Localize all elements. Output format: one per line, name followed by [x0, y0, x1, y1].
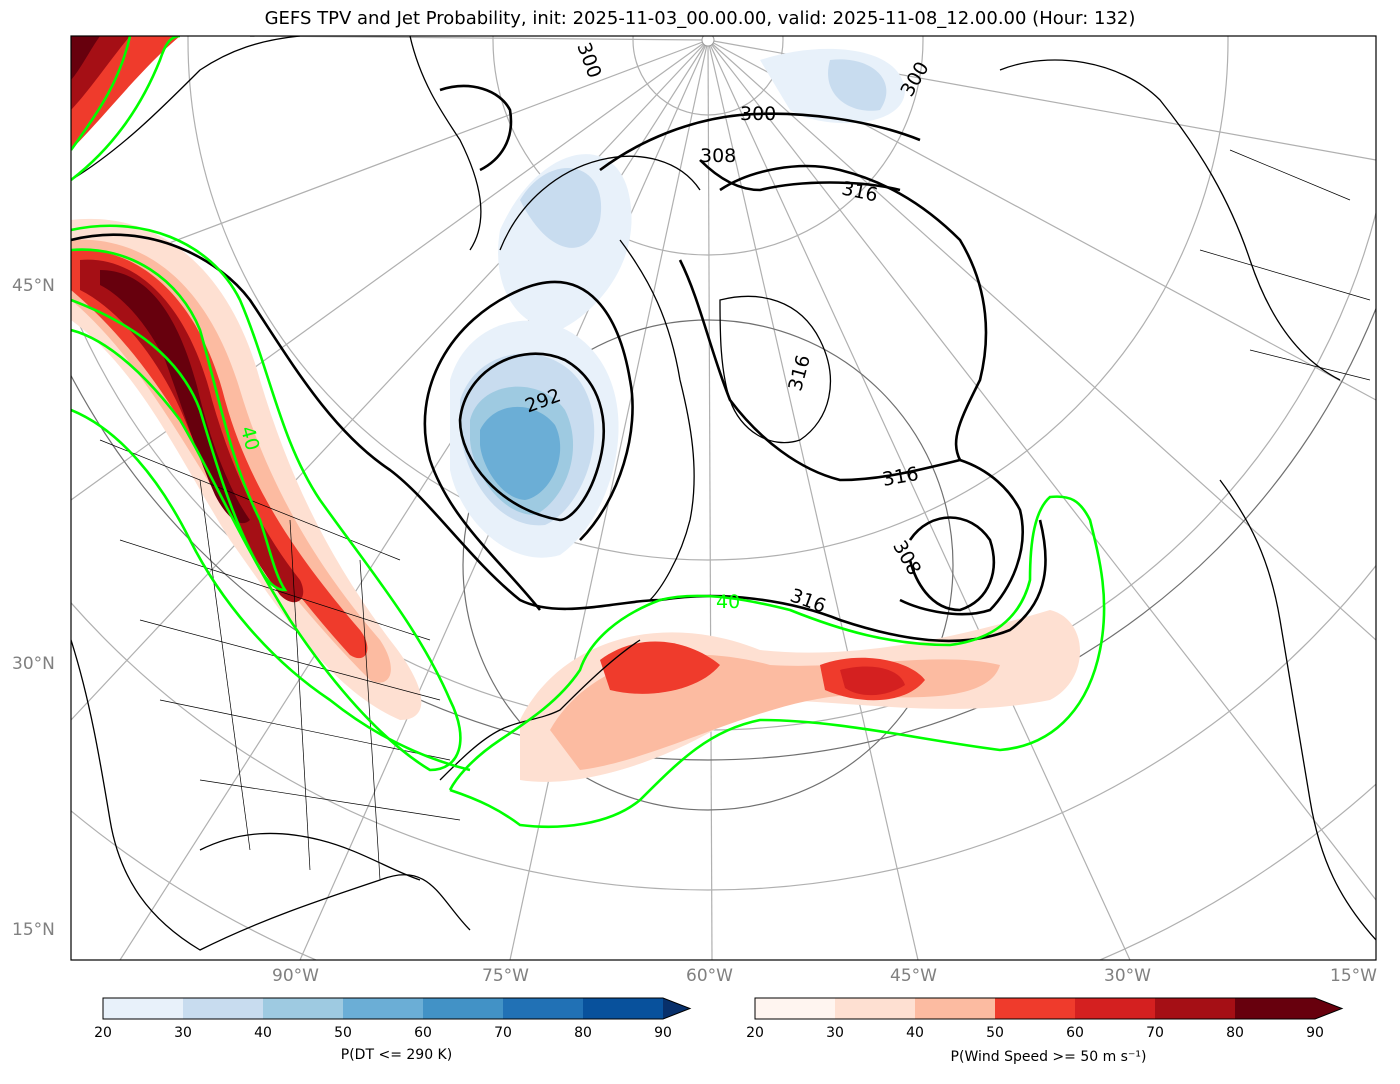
lat-label-15n: 15°N — [12, 920, 55, 940]
jet-contours — [71, 36, 1106, 829]
blue-tick-60: 60 — [414, 1025, 432, 1041]
lon-label-60w: 60°W — [686, 966, 733, 986]
lon-label-45w: 45°W — [890, 966, 937, 986]
colorbar-blue — [102, 997, 692, 1020]
red-tick-80: 80 — [1226, 1025, 1244, 1041]
red-colorbar-label: P(Wind Speed >= 50 m s⁻¹) — [950, 1049, 1147, 1065]
tpv-probability — [450, 48, 905, 558]
red-tick-60: 60 — [1066, 1025, 1084, 1041]
bold-circles — [71, 306, 1376, 811]
red-tick-30: 30 — [826, 1025, 844, 1041]
pole-marker — [701, 36, 715, 47]
red-tick-70: 70 — [1146, 1025, 1164, 1041]
lon-label-75w: 75°W — [482, 966, 529, 986]
colorbar-red — [754, 997, 1344, 1020]
red-tick-40: 40 — [906, 1025, 924, 1041]
theta-label-2: 300 — [740, 103, 776, 125]
lon-label-30w: 30°W — [1104, 966, 1151, 986]
blue-tick-90: 90 — [654, 1025, 672, 1041]
red-tick-50: 50 — [986, 1025, 1004, 1041]
blue-tick-20: 20 — [94, 1025, 112, 1041]
jet-probability — [71, 36, 1080, 782]
red-tick-90: 90 — [1306, 1025, 1324, 1041]
lat-label-30n: 30°N — [12, 654, 55, 674]
blue-tick-30: 30 — [174, 1025, 192, 1041]
lon-label-15w: 15°W — [1330, 966, 1377, 986]
blue-tick-70: 70 — [494, 1025, 512, 1041]
map-frame — [70, 35, 1377, 961]
blue-tick-40: 40 — [254, 1025, 272, 1041]
theta-label-4: 308 — [700, 145, 736, 167]
jet-label-1: 40 — [716, 591, 740, 613]
map-title: GEFS TPV and Jet Probability, init: 2025… — [264, 8, 1136, 29]
lon-label-90w: 90°W — [272, 966, 319, 986]
blue-tick-50: 50 — [334, 1025, 352, 1041]
red-tick-20: 20 — [746, 1025, 764, 1041]
coastlines — [71, 36, 1376, 951]
blue-tick-80: 80 — [574, 1025, 592, 1041]
lat-label-45n: 45°N — [12, 276, 55, 296]
blue-colorbar-label: P(DT <= 290 K) — [340, 1047, 453, 1063]
